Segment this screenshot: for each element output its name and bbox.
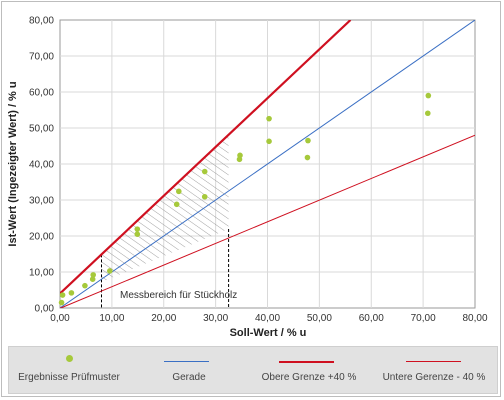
legend-label-upper: Obere Grenze +40 % [261, 372, 357, 383]
legend-item-straight: Gerade [129, 347, 249, 393]
y-tick-label: 0,00 [35, 304, 55, 315]
data-point [266, 115, 272, 122]
data-point [82, 282, 88, 289]
legend: Ergebnisse Prüfmuster Gerade Obere Grenz… [8, 346, 498, 394]
legend-label-straight: Gerade [172, 372, 206, 383]
y-tick-label: 30,00 [29, 196, 54, 207]
legend-label-results: Ergebnisse Prüfmuster [18, 372, 120, 383]
y-tick-label: 80,00 [29, 16, 54, 27]
line-lower-limit [60, 134, 475, 308]
y-tick-label: 70,00 [29, 52, 54, 63]
data-point [175, 188, 182, 195]
data-point [107, 268, 113, 274]
x-tick-label: 0,00 [50, 313, 70, 324]
legend-line-blue-icon [164, 361, 209, 362]
x-tick-labels: 0,00 10,00 20,00 30,00 40,00 50,00 60,00 70,00 8… [50, 313, 488, 324]
data-point [134, 231, 141, 237]
data-point [134, 226, 141, 232]
data-point [266, 138, 272, 145]
measure-range-area [101, 134, 229, 283]
data-point [68, 290, 75, 296]
data-point [424, 110, 431, 117]
data-point [173, 201, 180, 208]
legend-dot-icon [66, 355, 73, 362]
data-point [305, 137, 311, 144]
x-tick-label: 50,00 [307, 313, 332, 324]
legend-item-results: Ergebnisse Prüfmuster [9, 347, 129, 393]
legend-line-red-thin-icon [406, 361, 461, 362]
data-point [237, 152, 243, 159]
data-point [425, 92, 432, 99]
legend-item-lower: Untere Gerenze - 40 % [374, 347, 494, 393]
chart: 0,00 10,00 20,00 30,00 40,00 50,00 60,00 70,00 8… [7, 16, 488, 340]
legend-item-upper: Obere Grenze +40 % [249, 347, 369, 393]
data-point [201, 193, 208, 200]
line-upper-limit [60, 20, 352, 295]
legend-label-lower: Untere Gerenze - 40 % [382, 372, 486, 383]
legend-line-red-thick-icon [279, 361, 334, 363]
line-straight [60, 20, 475, 308]
y-tick-label: 20,00 [29, 232, 54, 243]
series-points [58, 92, 432, 306]
data-point [90, 272, 96, 278]
y-tick-label: 60,00 [29, 88, 54, 99]
y-tick-label: 10,00 [29, 268, 54, 279]
x-tick-label: 80,00 [462, 313, 487, 324]
x-tick-label: 70,00 [411, 313, 436, 324]
y-axis-label: Ist-Wert (Ingezeigter Wert) / % u [7, 81, 19, 246]
x-tick-label: 60,00 [359, 313, 384, 324]
x-tick-label: 10,00 [99, 313, 124, 324]
x-tick-label: 30,00 [203, 313, 228, 324]
data-point [304, 154, 311, 161]
measure-range-annotation: Messbereich für Stückholz [120, 290, 237, 301]
x-tick-label: 20,00 [151, 313, 176, 324]
data-point [201, 168, 208, 175]
data-point [58, 299, 65, 306]
measure-range-hatch [101, 134, 230, 308]
data-point [89, 276, 96, 283]
x-tick-label: 40,00 [255, 313, 280, 324]
series-lines [60, 20, 475, 308]
data-point [59, 292, 66, 298]
y-tick-label: 50,00 [29, 124, 54, 135]
y-tick-label: 40,00 [29, 160, 54, 171]
x-axis-label: Soll-Wert / % u [230, 327, 307, 339]
y-tick-labels: 0,00 10,00 20,00 30,00 40,00 50,00 60,00 70,00 8… [29, 16, 54, 315]
